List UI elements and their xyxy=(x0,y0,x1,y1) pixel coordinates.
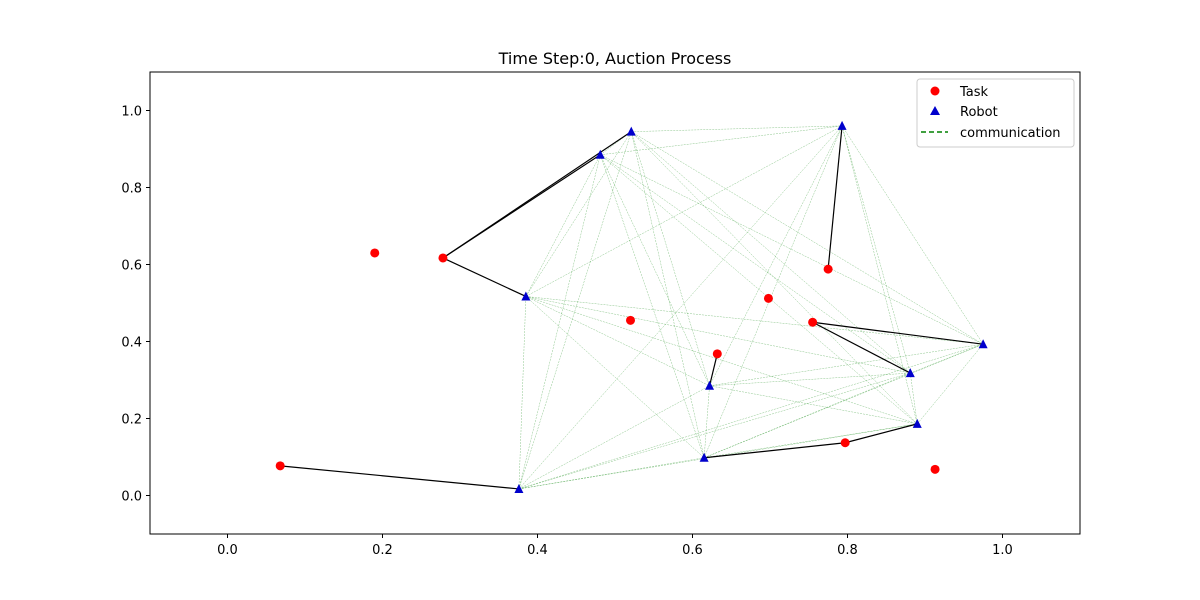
x-tick-label: 0.4 xyxy=(527,543,548,558)
communication-line xyxy=(631,131,911,374)
robot-point xyxy=(595,149,605,159)
y-tick-label: 0.8 xyxy=(121,182,142,197)
communication-line xyxy=(704,343,984,459)
communication-line xyxy=(600,154,984,345)
communication-line xyxy=(525,296,705,458)
robot-point xyxy=(626,126,636,136)
robot-point xyxy=(705,380,715,390)
task-markers xyxy=(275,248,940,474)
y-tick-label: 0.2 xyxy=(121,413,142,428)
assignment-line xyxy=(845,423,918,444)
communication-line xyxy=(631,131,705,458)
y-tick-label: 0.6 xyxy=(121,259,142,274)
x-tick-label: 0.6 xyxy=(682,543,703,558)
task-point xyxy=(930,464,940,474)
legend: Task Robot communication xyxy=(916,78,1075,148)
assignment-line xyxy=(708,353,718,386)
robot-point xyxy=(521,291,531,301)
communication-line xyxy=(518,457,705,490)
communication-line xyxy=(841,125,911,374)
communication-line xyxy=(703,385,710,458)
communication-line xyxy=(910,373,918,424)
x-axis-ticks: 0.0 0.2 0.4 0.6 0.8 1.0 xyxy=(217,534,1013,558)
x-tick-label: 0.2 xyxy=(372,543,393,558)
task-point xyxy=(370,248,380,258)
assignment-line xyxy=(827,125,843,270)
communication-line xyxy=(600,154,918,425)
communication-line xyxy=(704,372,911,459)
communication-line xyxy=(525,296,984,345)
robot-point xyxy=(514,483,524,493)
task-point xyxy=(275,461,285,471)
communication-line xyxy=(600,154,705,458)
y-tick-label: 0.4 xyxy=(121,336,142,351)
legend-task-marker xyxy=(930,86,940,96)
robot-point xyxy=(978,339,988,349)
assignment-line xyxy=(812,321,911,374)
communication-line xyxy=(910,343,984,374)
assignment-line xyxy=(280,465,519,490)
communication-line xyxy=(709,385,918,425)
y-axis-ticks: 0.0 0.2 0.4 0.6 0.8 1.0 xyxy=(121,105,150,505)
task-point xyxy=(626,315,635,325)
communication-line xyxy=(525,296,710,386)
robot-point xyxy=(699,452,709,462)
x-tick-label: 0.8 xyxy=(837,543,858,558)
x-tick-label: 1.0 xyxy=(992,543,1013,558)
assignment-lines xyxy=(280,125,984,490)
task-point xyxy=(712,349,722,359)
legend-box xyxy=(916,78,1075,148)
assignment-line xyxy=(704,442,846,459)
communication-line xyxy=(525,131,632,297)
task-point xyxy=(808,317,818,327)
communication-line xyxy=(518,372,911,490)
communication-line xyxy=(518,296,527,489)
y-tick-label: 0.0 xyxy=(121,490,142,505)
chart-title: Time Step:0, Auction Process xyxy=(498,49,732,68)
communication-line xyxy=(709,372,911,387)
assignment-line xyxy=(442,257,527,297)
communication-line xyxy=(518,385,710,490)
legend-communication-label: communication xyxy=(960,126,1061,141)
communication-line xyxy=(841,125,984,345)
communication-line xyxy=(709,343,984,387)
communication-line xyxy=(525,296,911,374)
y-tick-label: 1.0 xyxy=(121,105,142,120)
task-point xyxy=(823,264,833,274)
communication-line xyxy=(518,125,843,490)
communication-line xyxy=(518,131,632,490)
communication-line xyxy=(525,154,601,297)
communication-line xyxy=(917,344,984,425)
robot-point xyxy=(837,120,847,130)
robot-point xyxy=(905,368,915,378)
robot-markers xyxy=(514,120,988,493)
communication-line xyxy=(525,296,918,425)
communication-lines xyxy=(518,125,984,490)
communication-line xyxy=(600,125,843,156)
robot-point xyxy=(912,418,922,428)
communication-line xyxy=(631,131,918,425)
task-point xyxy=(438,253,448,263)
communication-line xyxy=(518,154,601,490)
plot-frame xyxy=(149,71,1081,535)
communication-line xyxy=(709,125,843,386)
x-tick-label: 0.0 xyxy=(217,543,238,558)
communication-line xyxy=(631,125,843,132)
communication-line xyxy=(631,131,710,386)
legend-robot-label: Robot xyxy=(960,105,998,120)
communication-line xyxy=(631,131,984,345)
communication-line xyxy=(600,154,710,386)
communication-line xyxy=(841,125,918,424)
assignment-line xyxy=(812,321,984,345)
legend-robot-marker xyxy=(930,106,940,115)
legend-task-label: Task xyxy=(959,85,989,100)
task-point xyxy=(763,293,773,303)
communication-line xyxy=(600,154,911,374)
communication-line xyxy=(600,131,632,155)
task-point xyxy=(840,438,850,448)
communication-line xyxy=(518,343,984,490)
